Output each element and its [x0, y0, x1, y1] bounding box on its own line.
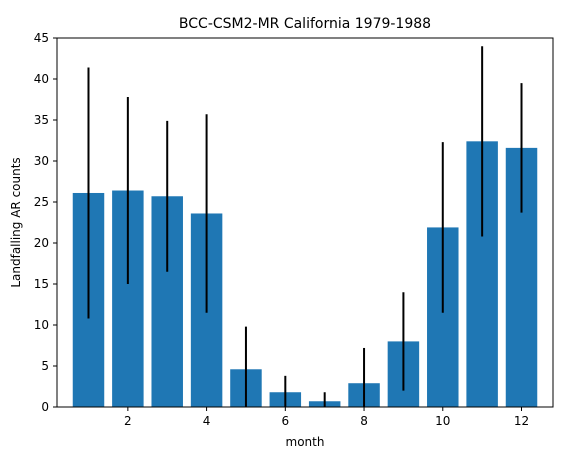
y-axis: 0 5 10 15 20 25 30 35 40 45 [34, 31, 57, 414]
error-bars-layer [87, 46, 523, 407]
y-tick-label: 10 [34, 318, 49, 332]
x-tick-label: 12 [514, 414, 529, 428]
y-tick-label: 35 [34, 113, 49, 127]
y-tick-label: 25 [34, 195, 49, 209]
y-tick-label: 20 [34, 236, 49, 250]
x-axis: 2 4 6 8 10 12 [124, 407, 529, 428]
x-tick-label: 2 [124, 414, 132, 428]
y-tick-label: 40 [34, 72, 49, 86]
plot-frame [56, 37, 554, 408]
x-axis-label: month [286, 435, 325, 449]
chart-title: BCC-CSM2-MR California 1979-1988 [179, 16, 431, 32]
x-tick-label: 6 [281, 414, 289, 428]
x-tick-label: 10 [435, 414, 450, 428]
y-tick-label: 45 [34, 31, 49, 45]
x-tick-label: 4 [203, 414, 211, 428]
y-tick-label: 0 [41, 400, 49, 414]
y-tick-label: 30 [34, 154, 49, 168]
y-axis-label: Landfalling AR counts [9, 157, 23, 287]
y-tick-label: 5 [41, 359, 49, 373]
x-tick-label: 8 [360, 414, 368, 428]
y-tick-label: 15 [34, 277, 49, 291]
